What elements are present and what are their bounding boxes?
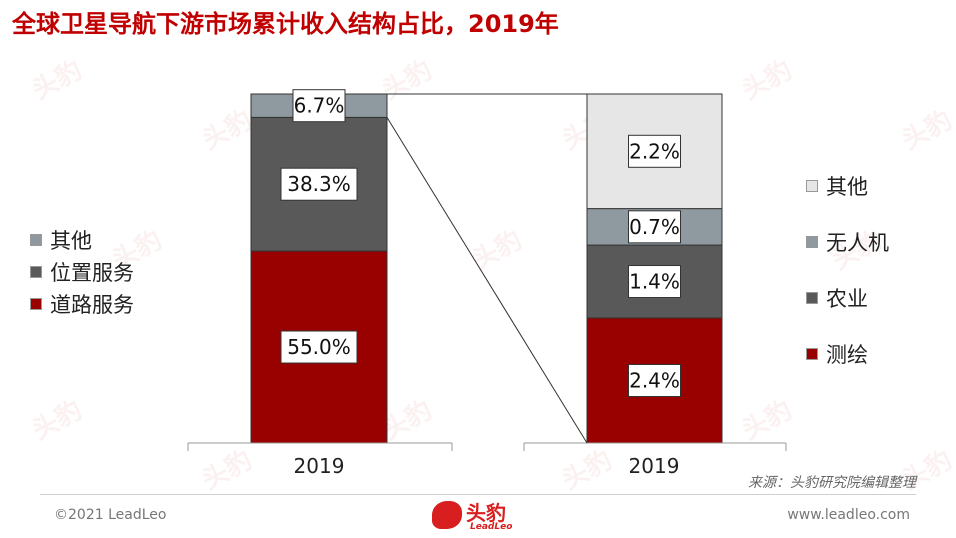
- right-legend-item: 测绘: [806, 326, 889, 382]
- legend-label: 位置服务: [50, 261, 134, 285]
- legend-label: 测绘: [826, 343, 868, 367]
- legend-label: 无人机: [826, 231, 889, 255]
- left-legend-item: 位置服务: [30, 256, 134, 288]
- right-data-label: 2.2%: [629, 139, 680, 163]
- right-data-label-box: [628, 363, 681, 397]
- right-legend-item: 其他: [806, 158, 889, 214]
- connector-line-bottom: [386, 117, 588, 444]
- right-data-label-box: [628, 134, 681, 168]
- footer-divider: [40, 494, 916, 495]
- right-data-label: 2.4%: [629, 368, 680, 392]
- logo-text: 头豹: [466, 501, 506, 525]
- leopard-icon: [432, 501, 462, 529]
- legend-swatch: [30, 298, 42, 310]
- leadleo-logo: 头豹 LeadLeo: [432, 497, 532, 537]
- right-data-label: 0.7%: [629, 215, 680, 239]
- left-data-label-box: [292, 89, 346, 123]
- chart-title: 全球卫星导航下游市场累计收入结构占比，2019年: [12, 10, 559, 38]
- legend-left: 其他位置服务道路服务: [30, 224, 134, 320]
- left-data-label: 6.7%: [294, 94, 345, 118]
- legend-label: 道路服务: [50, 293, 134, 317]
- left-category-label: 2019: [294, 454, 345, 478]
- legend-swatch: [806, 236, 818, 248]
- legend-label: 其他: [50, 229, 92, 253]
- legend-label: 其他: [826, 175, 868, 199]
- legend-swatch: [806, 180, 818, 192]
- right-data-label-box: [628, 265, 681, 299]
- legend-right: 其他 无人机 农业 测绘: [806, 158, 889, 382]
- logo-subtext: LeadLeo: [470, 522, 513, 532]
- left-data-label: 38.3%: [287, 172, 351, 196]
- right-legend-item: 农业: [806, 270, 889, 326]
- right-category-label: 2019: [629, 454, 680, 478]
- legend-label: 农业: [826, 287, 868, 311]
- left-data-label: 55.0%: [287, 335, 351, 359]
- right-data-label: 1.4%: [629, 270, 680, 294]
- copyright: ©2021 LeadLeo: [54, 507, 167, 523]
- left-data-label-box: [280, 330, 358, 364]
- legend-swatch: [30, 234, 42, 246]
- right-legend-item: 无人机: [806, 214, 889, 270]
- legend-swatch: [806, 292, 818, 304]
- left-legend-item: 其他: [30, 224, 134, 256]
- left-legend-item: 道路服务: [30, 288, 134, 320]
- legend-swatch: [806, 348, 818, 360]
- website-link[interactable]: www.leadleo.com: [787, 507, 910, 523]
- left-data-label-box: [280, 167, 358, 201]
- source-note: 来源：头豹研究院编辑整理: [748, 475, 916, 491]
- right-data-label-box: [628, 210, 681, 244]
- legend-swatch: [30, 266, 42, 278]
